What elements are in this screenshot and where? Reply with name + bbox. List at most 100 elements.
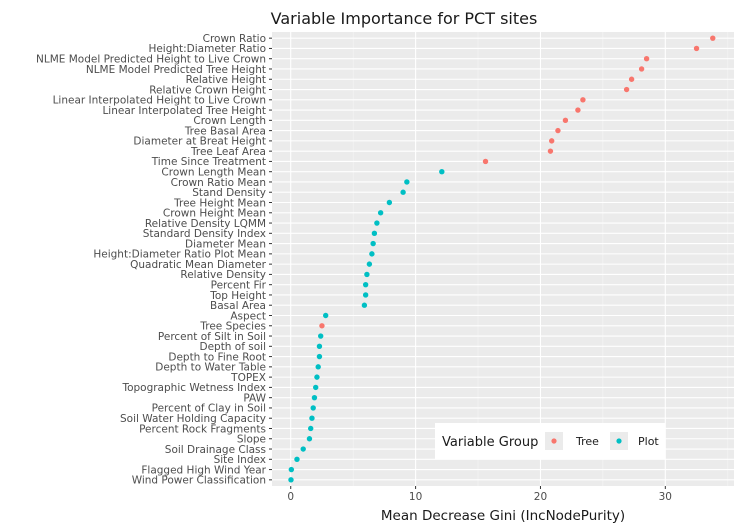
data-point-plot xyxy=(404,179,410,185)
y-tick-label: Relative Height xyxy=(186,74,266,86)
y-tick-label: Relative Crown Height xyxy=(149,84,266,96)
data-point-plot xyxy=(317,333,324,339)
y-tick-label: Standard Density Index xyxy=(143,228,266,240)
data-point-plot xyxy=(370,240,376,247)
data-point-tree xyxy=(548,138,555,144)
data-point-tree xyxy=(555,127,561,134)
data-point-tree xyxy=(580,97,586,103)
data-point-plot xyxy=(308,425,314,432)
plot-panel xyxy=(272,32,734,486)
data-point-tree xyxy=(643,56,650,62)
y-tick-label: Relative Density LQMM xyxy=(145,218,266,230)
x-tick-label: 30 xyxy=(659,491,672,503)
y-tick-label: Slope xyxy=(237,434,266,446)
legend-marker-tree xyxy=(551,438,557,444)
y-tick-label: Basal Area xyxy=(210,300,266,312)
data-point-plot xyxy=(288,466,295,473)
data-point-plot xyxy=(386,199,393,206)
y-tick-label: Tree Height Mean xyxy=(173,197,266,209)
legend-title: Variable Group xyxy=(442,435,538,450)
y-tick-label: Percent of Clay in Soil xyxy=(152,403,266,415)
x-tick-label: 10 xyxy=(409,491,422,503)
data-point-plot xyxy=(315,364,321,370)
data-point-tree xyxy=(482,158,489,165)
x-tick-label: 0 xyxy=(287,491,294,503)
y-tick-label: Linear Interpolated Height to Live Crown xyxy=(53,95,266,107)
data-point-plot xyxy=(400,189,406,195)
grid-minor xyxy=(352,32,729,486)
y-tick-label: Stand Density xyxy=(192,187,266,199)
data-point-plot xyxy=(288,477,294,483)
data-point-plot xyxy=(369,251,375,257)
y-tick-label: Percent Rock Fragments xyxy=(139,423,266,435)
y-tick-label: Crown Ratio xyxy=(203,33,266,45)
chart-title: Variable Importance for PCT sites xyxy=(271,9,538,28)
x-ticks xyxy=(290,486,666,489)
y-tick-label: Soil Drainage Class xyxy=(165,444,266,456)
y-tick-label: Tree Leaf Area xyxy=(190,146,266,158)
data-point-tree xyxy=(638,66,645,72)
y-tick-label: TOPEX xyxy=(230,372,266,384)
data-point-tree xyxy=(623,86,630,93)
y-tick-label: Flagged High Wind Year xyxy=(141,464,266,476)
data-point-plot xyxy=(377,210,384,216)
y-tick-label: PAW xyxy=(243,392,266,404)
y-tick-label: Topographic Wetness Index xyxy=(121,382,266,394)
legend-label-plot: Plot xyxy=(638,435,659,448)
y-tick-label: Depth of soil xyxy=(199,341,266,353)
y-tick-label: Diameter at Breat Height xyxy=(133,136,266,148)
data-point-tree xyxy=(547,148,554,154)
data-point-plot xyxy=(374,220,380,226)
data-point-plot xyxy=(371,230,378,237)
data-point-plot xyxy=(310,405,316,411)
y-tick-label: Height:Diameter Ratio xyxy=(148,43,266,55)
data-point-plot xyxy=(322,312,329,319)
data-point-plot xyxy=(361,302,368,308)
y-tick-label: Crown Height Mean xyxy=(163,208,266,220)
y-tick-label: Soil Water Holding Capacity xyxy=(120,413,266,425)
data-point-tree xyxy=(693,45,700,52)
data-point-tree xyxy=(319,323,325,329)
data-point-plot xyxy=(316,353,323,360)
y-tick-label: Crown Length Mean xyxy=(161,166,266,178)
y-tick-label: Crown Length xyxy=(193,115,266,127)
y-tick-label: Linear Interpolated Tree Height xyxy=(102,105,266,117)
data-point-plot xyxy=(364,271,370,278)
data-point-tree xyxy=(575,107,581,113)
y-tick-label: Time Since Treatment xyxy=(151,156,266,168)
y-tick-label: Aspect xyxy=(230,310,266,322)
y-tick-label: Tree Species xyxy=(199,321,266,333)
legend-marker-plot xyxy=(616,438,622,444)
data-point-plot xyxy=(311,394,318,401)
data-points xyxy=(288,35,716,483)
x-tick-labels: 0 10 20 30 xyxy=(287,491,672,503)
data-point-plot xyxy=(306,436,313,442)
legend: Variable Group Tree Plot xyxy=(435,423,665,459)
legend-label-tree: Tree xyxy=(575,435,599,448)
data-point-plot xyxy=(439,168,445,175)
y-tick-label: Tree Basal Area xyxy=(184,125,266,137)
y-tick-label: NLME Model Predicted Height to Live Crow… xyxy=(36,54,266,66)
y-ticks xyxy=(269,37,272,481)
y-tick-label: Wind Power Classification xyxy=(132,475,266,487)
data-point-plot xyxy=(366,261,373,267)
data-point-plot xyxy=(314,374,320,380)
data-point-tree xyxy=(710,35,716,41)
data-point-plot xyxy=(309,415,315,421)
y-tick-label: Relative Density xyxy=(180,269,266,281)
y-tick-label: Depth to Water Table xyxy=(155,362,266,374)
data-point-tree xyxy=(628,76,635,82)
data-point-plot xyxy=(362,292,369,298)
data-point-tree xyxy=(562,117,569,124)
y-tick-label: Crown Ratio Mean xyxy=(171,177,266,189)
data-point-plot xyxy=(300,446,306,452)
y-tick-label: Percent of Silt in Soil xyxy=(158,331,266,343)
data-point-plot xyxy=(316,343,323,350)
y-tick-label: Height:Diameter Ratio Plot Mean xyxy=(93,249,266,261)
data-point-plot xyxy=(362,281,369,288)
x-axis-title: Mean Decrease Gini (IncNodePurity) xyxy=(381,508,625,524)
y-tick-label: Percent Fir xyxy=(211,279,267,291)
data-point-plot xyxy=(294,456,300,462)
